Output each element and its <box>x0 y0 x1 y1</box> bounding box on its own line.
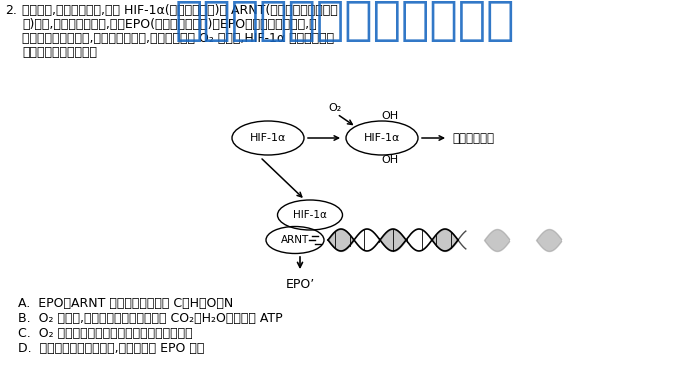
Text: C.  O₂ 在线粒体内膜上参与有氧呼吸的第三阶段: C. O₂ 在线粒体内膜上参与有氧呼吸的第三阶段 <box>18 327 192 340</box>
Text: HIF-1α: HIF-1α <box>293 210 327 220</box>
Text: OH: OH <box>382 155 398 165</box>
Text: D.  人从平原进入高原地区,细胞产生的 EPO 增多: D. 人从平原进入高原地区,细胞产生的 EPO 增多 <box>18 342 204 355</box>
Text: ARNT: ARNT <box>281 235 309 245</box>
Text: OH: OH <box>382 111 398 121</box>
Text: 白)结合,调节基因的表达,合成EPO(促红细胞生成素)。EPO是一种糖蛋白激素,可: 白)结合,调节基因的表达,合成EPO(促红细胞生成素)。EPO是一种糖蛋白激素,… <box>22 18 316 31</box>
Text: 2.: 2. <box>5 4 17 17</box>
Text: 作用于骨髓造血组织,促进红细胞生成,改善缺氧。当 O₂ 充足时,HIF-1α 被蛋白酶体降: 作用于骨髓造血组织,促进红细胞生成,改善缺氧。当 O₂ 充足时,HIF-1α 被… <box>22 32 334 45</box>
Text: HIF-1α: HIF-1α <box>364 133 400 143</box>
Text: B.  O₂ 充足时,体细胞呼吸作用的产物是 CO₂、H₂O、乳酸和 ATP: B. O₂ 充足时,体细胞呼吸作用的产物是 CO₂、H₂O、乳酸和 ATP <box>18 312 283 325</box>
Text: A.  EPO、ARNT 共有的元素至少有 C、H、O、N: A. EPO、ARNT 共有的元素至少有 C、H、O、N <box>18 297 233 310</box>
Text: 解。下列叙述错误的是: 解。下列叙述错误的是 <box>22 46 97 59</box>
Text: 微信公众号关注：趣拔答案: 微信公众号关注：趣拔答案 <box>175 0 515 44</box>
Text: EPO’: EPO’ <box>286 278 314 291</box>
Text: 研究发现,当细胞缺氧时,图中 HIF-1α(缺氧诱导因子)与 ARNT(芳香烃受体核转位蛋: 研究发现,当细胞缺氧时,图中 HIF-1α(缺氧诱导因子)与 ARNT(芳香烃受… <box>22 4 337 17</box>
Text: HIF-1α: HIF-1α <box>250 133 286 143</box>
Text: O₂: O₂ <box>328 103 342 113</box>
Text: 蛋白酶体降解: 蛋白酶体降解 <box>452 131 494 144</box>
